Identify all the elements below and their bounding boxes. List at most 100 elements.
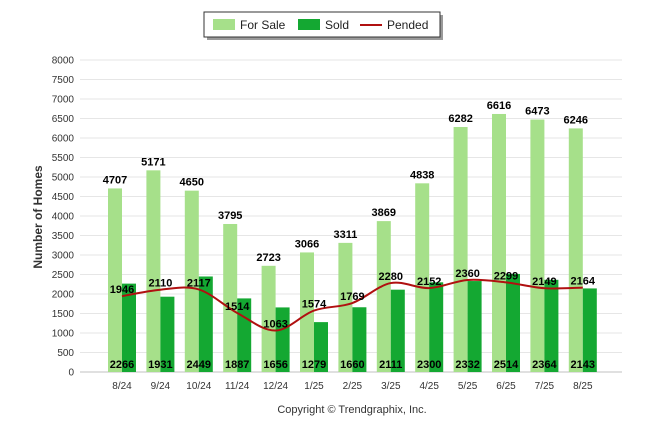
legend-label-pended[interactable]: Pended bbox=[387, 18, 428, 32]
bar-sold-7-25[interactable] bbox=[544, 279, 559, 372]
y-tick-label-4000: 4000 bbox=[52, 212, 75, 223]
label-for-sale-8-25: 6246 bbox=[564, 114, 588, 126]
bars bbox=[108, 113, 597, 372]
label-pended-4-25: 2152 bbox=[417, 276, 441, 288]
bar-for-sale-4-25[interactable] bbox=[415, 183, 430, 372]
bar-sold-12-24[interactable] bbox=[275, 307, 290, 372]
bar-for-sale-1-25[interactable] bbox=[300, 252, 314, 372]
label-sold-5-25: 2332 bbox=[455, 359, 479, 371]
y-tick-label-0: 0 bbox=[68, 368, 74, 379]
x-tick-label-5-25: 5/25 bbox=[458, 381, 478, 392]
x-axis-ticks: 8/24 9/24 10/24 11/24 12/24 1/25 2/25 3/25 4/25 5… bbox=[112, 381, 593, 392]
y-axis-ticks: 0 500 1000 1500 2000 2500 3000 3500 4000 4500 5000… bbox=[52, 56, 75, 379]
x-tick-label-1-25: 1/25 bbox=[304, 381, 324, 392]
bar-for-sale-8-25[interactable] bbox=[568, 128, 583, 372]
bar-sold-8-25[interactable] bbox=[582, 288, 597, 372]
legend-label-sold[interactable]: Sold bbox=[325, 18, 349, 32]
bar-for-sale-6-25[interactable] bbox=[492, 113, 506, 372]
label-pended-1-25: 1574 bbox=[302, 299, 327, 311]
bar-sold-3-25[interactable] bbox=[390, 289, 405, 372]
bar-sold-2-25[interactable] bbox=[352, 307, 367, 372]
label-sold-10-24: 2449 bbox=[187, 359, 211, 371]
label-sold-1-25: 1279 bbox=[302, 359, 326, 371]
x-tick-label-4-25: 4/25 bbox=[419, 381, 439, 392]
y-tick-label-500: 500 bbox=[57, 348, 74, 359]
bar-sold-8-24[interactable] bbox=[122, 283, 136, 372]
x-tick-label-8-24: 8/24 bbox=[112, 381, 132, 392]
label-pended-7-25: 2149 bbox=[532, 276, 556, 288]
bar-for-sale-12-24[interactable] bbox=[261, 265, 276, 372]
legend-box bbox=[203, 11, 441, 38]
y-tick-label-3500: 3500 bbox=[52, 231, 75, 242]
bar-for-sale-9-24[interactable] bbox=[146, 170, 161, 372]
bar-sold-4-25[interactable] bbox=[429, 282, 444, 372]
bar-for-sale-5-25[interactable] bbox=[453, 127, 468, 372]
label-for-sale-2-25: 3311 bbox=[333, 229, 357, 241]
pended-line[interactable] bbox=[121, 278, 583, 332]
x-tick-label-7-25: 7/25 bbox=[535, 381, 555, 392]
label-pended-8-25: 2164 bbox=[571, 276, 596, 288]
x-tick-label-11-24: 11/24 bbox=[225, 381, 250, 392]
label-pended-2-25: 1769 bbox=[340, 291, 364, 303]
label-for-sale-6-25: 6616 bbox=[487, 100, 511, 112]
y-tick-label-7500: 7500 bbox=[52, 75, 75, 86]
label-sold-8-25: 2143 bbox=[571, 359, 595, 371]
label-pended-9-24: 2110 bbox=[148, 278, 172, 290]
label-sold-9-24: 1931 bbox=[148, 359, 172, 371]
y-tick-label-6500: 6500 bbox=[52, 114, 75, 125]
bar-sold-6-25[interactable] bbox=[506, 273, 520, 372]
label-for-sale-8-24: 4707 bbox=[103, 174, 127, 186]
x-tick-label-6-25: 6/25 bbox=[496, 381, 516, 392]
label-sold-4-25: 2300 bbox=[417, 359, 441, 371]
x-tick-label-2-25: 2/25 bbox=[343, 381, 363, 392]
bar-for-sale-11-24[interactable] bbox=[223, 223, 238, 372]
bar-sold-11-24[interactable] bbox=[237, 298, 252, 372]
y-tick-label-7000: 7000 bbox=[52, 95, 75, 106]
label-sold-11-24: 1887 bbox=[225, 359, 249, 371]
label-sold-7-25: 2364 bbox=[532, 359, 557, 371]
y-tick-label-5000: 5000 bbox=[52, 173, 75, 184]
label-pended-10-24: 2117 bbox=[187, 277, 211, 289]
x-tick-label-8-25: 8/25 bbox=[573, 381, 593, 392]
label-for-sale-10-24: 4650 bbox=[180, 177, 204, 189]
bar-for-sale-8-24[interactable] bbox=[108, 188, 122, 372]
legend: For Sale Sold Pended bbox=[203, 11, 443, 40]
label-pended-8-24: 1946 bbox=[110, 284, 134, 296]
y-tick-label-1000: 1000 bbox=[52, 329, 75, 340]
bar-for-sale-2-25[interactable] bbox=[338, 242, 353, 372]
label-pended-5-25: 2360 bbox=[455, 268, 479, 280]
label-sold-12-24: 1656 bbox=[263, 359, 287, 371]
label-sold-8-24: 2266 bbox=[110, 359, 134, 371]
legend-label-for-sale[interactable]: For Sale bbox=[240, 18, 286, 32]
label-sold-2-25: 1660 bbox=[340, 359, 364, 371]
x-tick-label-10-24: 10/24 bbox=[186, 381, 211, 392]
label-for-sale-7-25: 6473 bbox=[525, 106, 549, 118]
y-tick-label-2500: 2500 bbox=[52, 270, 75, 281]
label-pended-3-25: 2280 bbox=[379, 271, 403, 283]
y-axis-label: Number of Homes bbox=[31, 165, 45, 269]
x-tick-label-3-25: 3/25 bbox=[381, 381, 401, 392]
y-tick-label-3000: 3000 bbox=[52, 251, 75, 262]
y-tick-label-5500: 5500 bbox=[52, 153, 75, 164]
bar-for-sale-3-25[interactable] bbox=[376, 221, 391, 372]
label-for-sale-3-25: 3869 bbox=[372, 207, 396, 219]
label-sold-3-25: 2111 bbox=[379, 359, 402, 371]
x-tick-label-9-24: 9/24 bbox=[151, 381, 171, 392]
label-sold-6-25: 2514 bbox=[494, 359, 519, 371]
label-pended-11-24: 1514 bbox=[225, 301, 250, 313]
label-for-sale-12-24: 2723 bbox=[256, 252, 280, 264]
bar-for-sale-10-24[interactable] bbox=[184, 190, 199, 372]
bar-sold-5-25[interactable] bbox=[467, 281, 482, 372]
bar-for-sale-7-25[interactable] bbox=[530, 119, 545, 372]
x-tick-label-12-24: 12/24 bbox=[263, 381, 288, 392]
bar-sold-9-24[interactable] bbox=[160, 296, 175, 372]
bar-sold-1-25[interactable] bbox=[314, 322, 328, 372]
pended-line-layer bbox=[121, 278, 583, 332]
label-for-sale-9-24: 5171 bbox=[141, 156, 165, 168]
value-labels: 4707 2266 1946 5171 1931 2110 4650 2449 2117 3795… bbox=[103, 100, 596, 371]
label-pended-6-25: 2299 bbox=[494, 270, 518, 282]
label-for-sale-5-25: 6282 bbox=[448, 113, 472, 125]
legend-swatch-for-sale bbox=[213, 19, 235, 30]
bar-sold-10-24[interactable] bbox=[198, 276, 213, 372]
